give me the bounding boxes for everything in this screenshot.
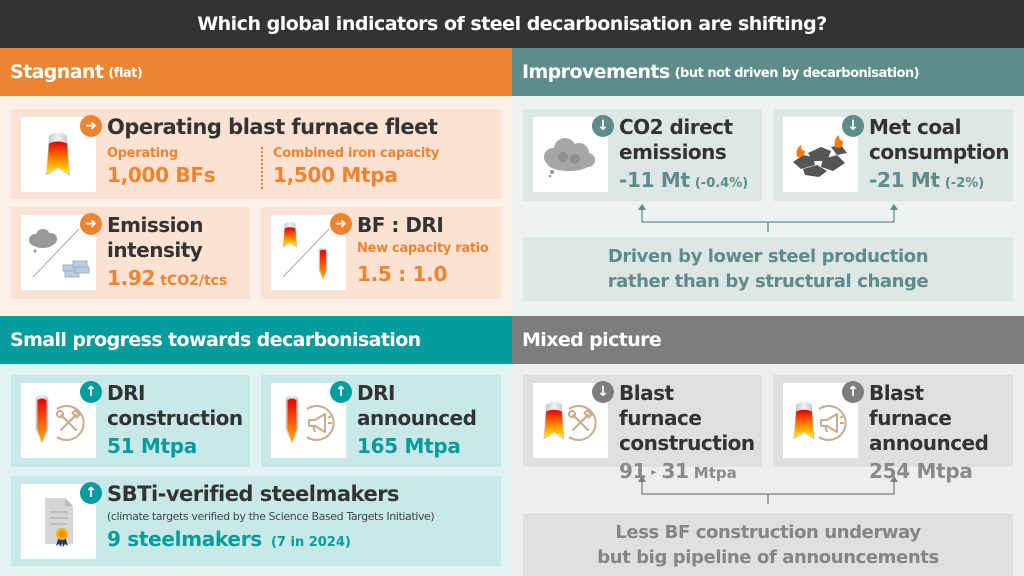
dri-construction-title-1: DRI bbox=[107, 381, 145, 405]
dri-construction-icon: ↑ bbox=[21, 381, 102, 458]
mixed-header: Mixed picture bbox=[512, 316, 1024, 364]
arrow-right-icon: ➜ bbox=[80, 115, 102, 137]
dri-announced-icon: ↑ bbox=[271, 381, 352, 458]
capacity-label: Combined iron capacity bbox=[273, 146, 440, 161]
emission-intensity-value: 1.92 bbox=[107, 266, 156, 290]
emission-intensity-title-2: intensity bbox=[107, 238, 203, 262]
bf-announced-title-1: Blast furnace bbox=[869, 381, 952, 430]
improvements-heading-sub: (but not driven by decarbonisation) bbox=[674, 65, 920, 81]
arrow-down-icon: ↓ bbox=[592, 381, 614, 403]
dri-announced-card: ↑ DRI announced 165 Mtpa bbox=[261, 375, 501, 467]
coal-title-2: consumption bbox=[869, 140, 1010, 164]
bf-construction-to: 31 bbox=[661, 459, 689, 483]
arrow-right-icon: ➜ bbox=[330, 213, 352, 235]
improvements-note-line1: Driven by lower steel production bbox=[607, 246, 929, 267]
arrow-up-icon: ↑ bbox=[330, 381, 352, 403]
fleet-card: ➜ Operating blast furnace fleet Operatin… bbox=[11, 109, 501, 199]
smoke-cloud-icon: ↓ bbox=[533, 115, 614, 192]
bf-dri-title: BF : DRI bbox=[357, 213, 444, 237]
arrow-up-icon: ↑ bbox=[80, 381, 102, 403]
bf-dri-card: ➜ BF : DRI New capacity ratio 1.5 : 1.0 bbox=[261, 207, 501, 299]
connector-arrows bbox=[638, 476, 898, 504]
bf-announced-value: 254 Mtpa bbox=[869, 459, 973, 483]
co2-card: ↓ CO2 direct emissions -11 Mt (-0.4%) bbox=[523, 109, 762, 201]
arrow-down-icon: ↓ bbox=[842, 115, 864, 137]
cloud-and-steel-bars-icon: ➜ bbox=[21, 213, 102, 290]
coal-pct: (-2%) bbox=[944, 176, 985, 191]
coal-title-1: Met coal bbox=[869, 115, 961, 139]
divider bbox=[261, 147, 263, 189]
arrow-up-icon: ↑ bbox=[80, 482, 102, 504]
bf-vs-dri-icon: ➜ bbox=[271, 213, 352, 290]
bf-dri-label: New capacity ratio bbox=[357, 241, 489, 256]
sbti-value: 9 steelmakers bbox=[107, 527, 262, 551]
bf-construction-arrow: ▸ bbox=[651, 467, 657, 478]
dri-announced-title-2: announced bbox=[357, 406, 477, 430]
bf-announced-title-2: announced bbox=[869, 431, 989, 455]
bf-construction-card: ↓ Blast furnace construction 91 ▸ 31 Mtp… bbox=[523, 375, 762, 483]
improvements-note-line2: rather than by structural change bbox=[607, 271, 929, 292]
emission-intensity-card: ➜ Emission intensity 1.92 tCO2/tcs bbox=[11, 207, 250, 299]
co2-title-2: emissions bbox=[619, 140, 727, 164]
arrow-right-icon: ➜ bbox=[80, 213, 102, 235]
sbti-card: ↑ SBTi-verified steelmakers (climate tar… bbox=[11, 476, 501, 566]
operating-value: 1,000 BFs bbox=[107, 163, 216, 187]
stagnant-section: Stagnant (flat) ➜ Operating blast furnac… bbox=[0, 48, 512, 316]
arrow-up-icon: ↑ bbox=[842, 381, 864, 403]
operating-label: Operating bbox=[107, 146, 178, 161]
emission-intensity-unit: tCO2/tcs bbox=[160, 273, 228, 289]
improvements-section: Improvements (but not driven by decarbon… bbox=[512, 48, 1024, 316]
improvements-note: Driven by lower steel production rather … bbox=[523, 237, 1013, 301]
dri-announced-value: 165 Mtpa bbox=[357, 434, 461, 458]
dri-construction-title-2: construction bbox=[107, 406, 243, 430]
sbti-note: (7 in 2024) bbox=[270, 535, 351, 550]
burning-coal-icon: ↓ bbox=[783, 115, 864, 192]
co2-pct: (-0.4%) bbox=[694, 176, 749, 191]
bf-announced-card: ↑ Blast furnace announced 254 Mtpa bbox=[773, 375, 1013, 483]
coal-value: -21 Mt bbox=[869, 168, 940, 192]
bf-dri-value: 1.5 : 1.0 bbox=[357, 262, 448, 286]
blast-furnace-icon: ➜ bbox=[21, 115, 102, 192]
connector-arrows bbox=[638, 204, 898, 232]
co2-value: -11 Mt bbox=[619, 168, 690, 192]
improvements-heading: Improvements bbox=[522, 61, 670, 83]
dri-construction-card: ↑ DRI construction 51 Mtpa bbox=[11, 375, 250, 467]
bf-construction-title-2: construction bbox=[619, 431, 755, 455]
mixed-heading: Mixed picture bbox=[522, 329, 662, 351]
bf-announced-icon: ↑ bbox=[783, 381, 864, 458]
stagnant-heading-sub: (flat) bbox=[108, 65, 143, 81]
stagnant-heading: Stagnant bbox=[10, 61, 104, 83]
certificate-icon: ↑ bbox=[21, 482, 102, 559]
arrow-down-icon: ↓ bbox=[592, 115, 614, 137]
stagnant-header: Stagnant (flat) bbox=[0, 48, 512, 96]
sbti-title: SBTi-verified steelmakers bbox=[107, 482, 400, 506]
bf-construction-icon: ↓ bbox=[533, 381, 614, 458]
coal-card: ↓ Met coal consumption -21 Mt (-2%) bbox=[773, 109, 1013, 201]
bf-construction-title-1: Blast furnace bbox=[619, 381, 702, 430]
small-progress-heading: Small progress towards decarbonisation bbox=[10, 329, 421, 351]
mixed-note: Less BF construction underway but big pi… bbox=[523, 513, 1013, 576]
small-progress-section: Small progress towards decarbonisation ↑… bbox=[0, 316, 512, 576]
capacity-value: 1,500 Mtpa bbox=[273, 163, 398, 187]
mixed-section: Mixed picture ↓ Blast furnace constructi… bbox=[512, 316, 1024, 576]
fleet-title: Operating blast furnace fleet bbox=[107, 115, 438, 139]
small-progress-header: Small progress towards decarbonisation bbox=[0, 316, 512, 364]
bf-construction-unit: Mtpa bbox=[693, 464, 737, 482]
sbti-subtitle: (climate targets verified by the Science… bbox=[107, 510, 435, 523]
page-title: Which global indicators of steel decarbo… bbox=[0, 0, 1024, 48]
mixed-note-line2: but big pipeline of announcements bbox=[597, 547, 939, 568]
emission-intensity-title-1: Emission bbox=[107, 213, 204, 237]
dri-announced-title-1: DRI bbox=[357, 381, 395, 405]
improvements-header: Improvements (but not driven by decarbon… bbox=[512, 48, 1024, 96]
co2-title-1: CO2 direct bbox=[619, 115, 733, 139]
dri-construction-value: 51 Mtpa bbox=[107, 434, 197, 458]
mixed-note-line1: Less BF construction underway bbox=[615, 522, 921, 543]
